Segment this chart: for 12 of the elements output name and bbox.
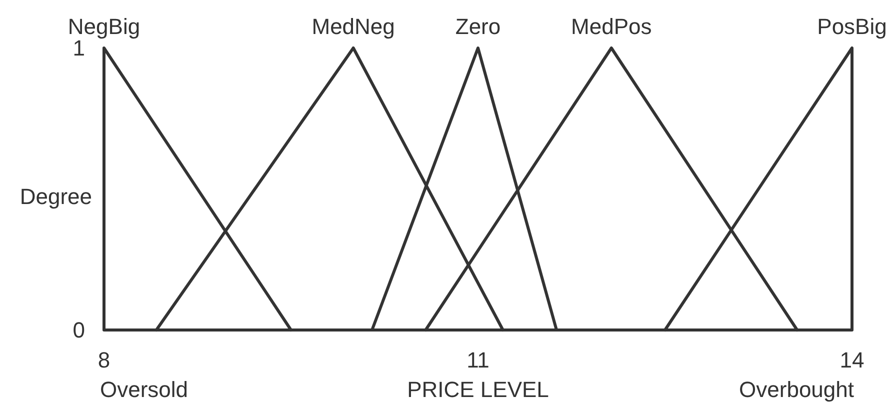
series-label: PosBig <box>817 14 887 39</box>
x-tick-label: 11 <box>466 348 490 373</box>
x-tick-label: 8 <box>98 348 110 373</box>
text: Overbought <box>739 377 854 402</box>
series-label: Zero <box>455 14 501 39</box>
series-label: MedPos <box>571 14 652 39</box>
x-axis-title: PRICE LEVEL <box>407 377 549 402</box>
series-label: MedNeg <box>312 14 395 39</box>
x-tick-label: 14 <box>840 348 864 373</box>
y-axis-title: Degree <box>20 184 92 209</box>
text: Oversold <box>100 377 188 402</box>
y-tick-label: 0 <box>72 318 85 343</box>
